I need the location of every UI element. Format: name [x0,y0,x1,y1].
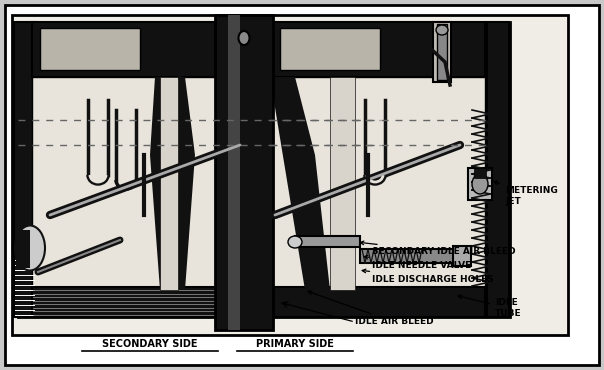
Bar [32,77,217,287]
Bar [215,15,273,330]
Text: PRIMARY SIDE: PRIMARY SIDE [256,339,334,349]
Ellipse shape [472,174,488,194]
Bar [360,249,455,263]
Polygon shape [150,77,195,290]
Bar [433,22,451,82]
Bar [474,168,486,178]
Text: IDLE DISCHARGE HOLES: IDLE DISCHARGE HOLES [362,269,493,283]
Text: METERING
JET: METERING JET [494,181,557,206]
Bar [280,28,380,70]
Bar [12,15,568,335]
Polygon shape [330,77,355,290]
Bar [270,22,510,317]
Bar [453,246,471,266]
Text: IDLE
TUBE: IDLE TUBE [458,295,522,318]
Text: SECONDARY IDLE AIR BLEED: SECONDARY IDLE AIR BLEED [360,241,516,256]
Bar [270,77,485,287]
Polygon shape [160,77,178,290]
Bar [32,22,217,77]
Text: IDLE AIR BLEED: IDLE AIR BLEED [308,291,434,326]
Bar [437,24,447,80]
Bar [16,230,30,268]
Bar [270,287,485,317]
Bar [295,236,360,247]
Bar [366,100,384,174]
Bar [487,22,509,317]
Bar [89,100,107,174]
Ellipse shape [239,31,249,45]
Polygon shape [270,77,330,290]
Text: SECONDARY SIDE: SECONDARY SIDE [102,339,198,349]
Bar [32,287,217,317]
Text: IDLE NEEDLE VALVE: IDLE NEEDLE VALVE [364,255,471,269]
Bar [117,110,135,179]
Ellipse shape [15,225,45,270]
Bar [468,168,492,200]
Bar [228,15,240,330]
Bar [40,28,140,70]
Ellipse shape [436,25,448,35]
Ellipse shape [288,236,302,248]
Bar [14,22,36,317]
Bar [270,22,485,77]
Bar [18,22,253,317]
